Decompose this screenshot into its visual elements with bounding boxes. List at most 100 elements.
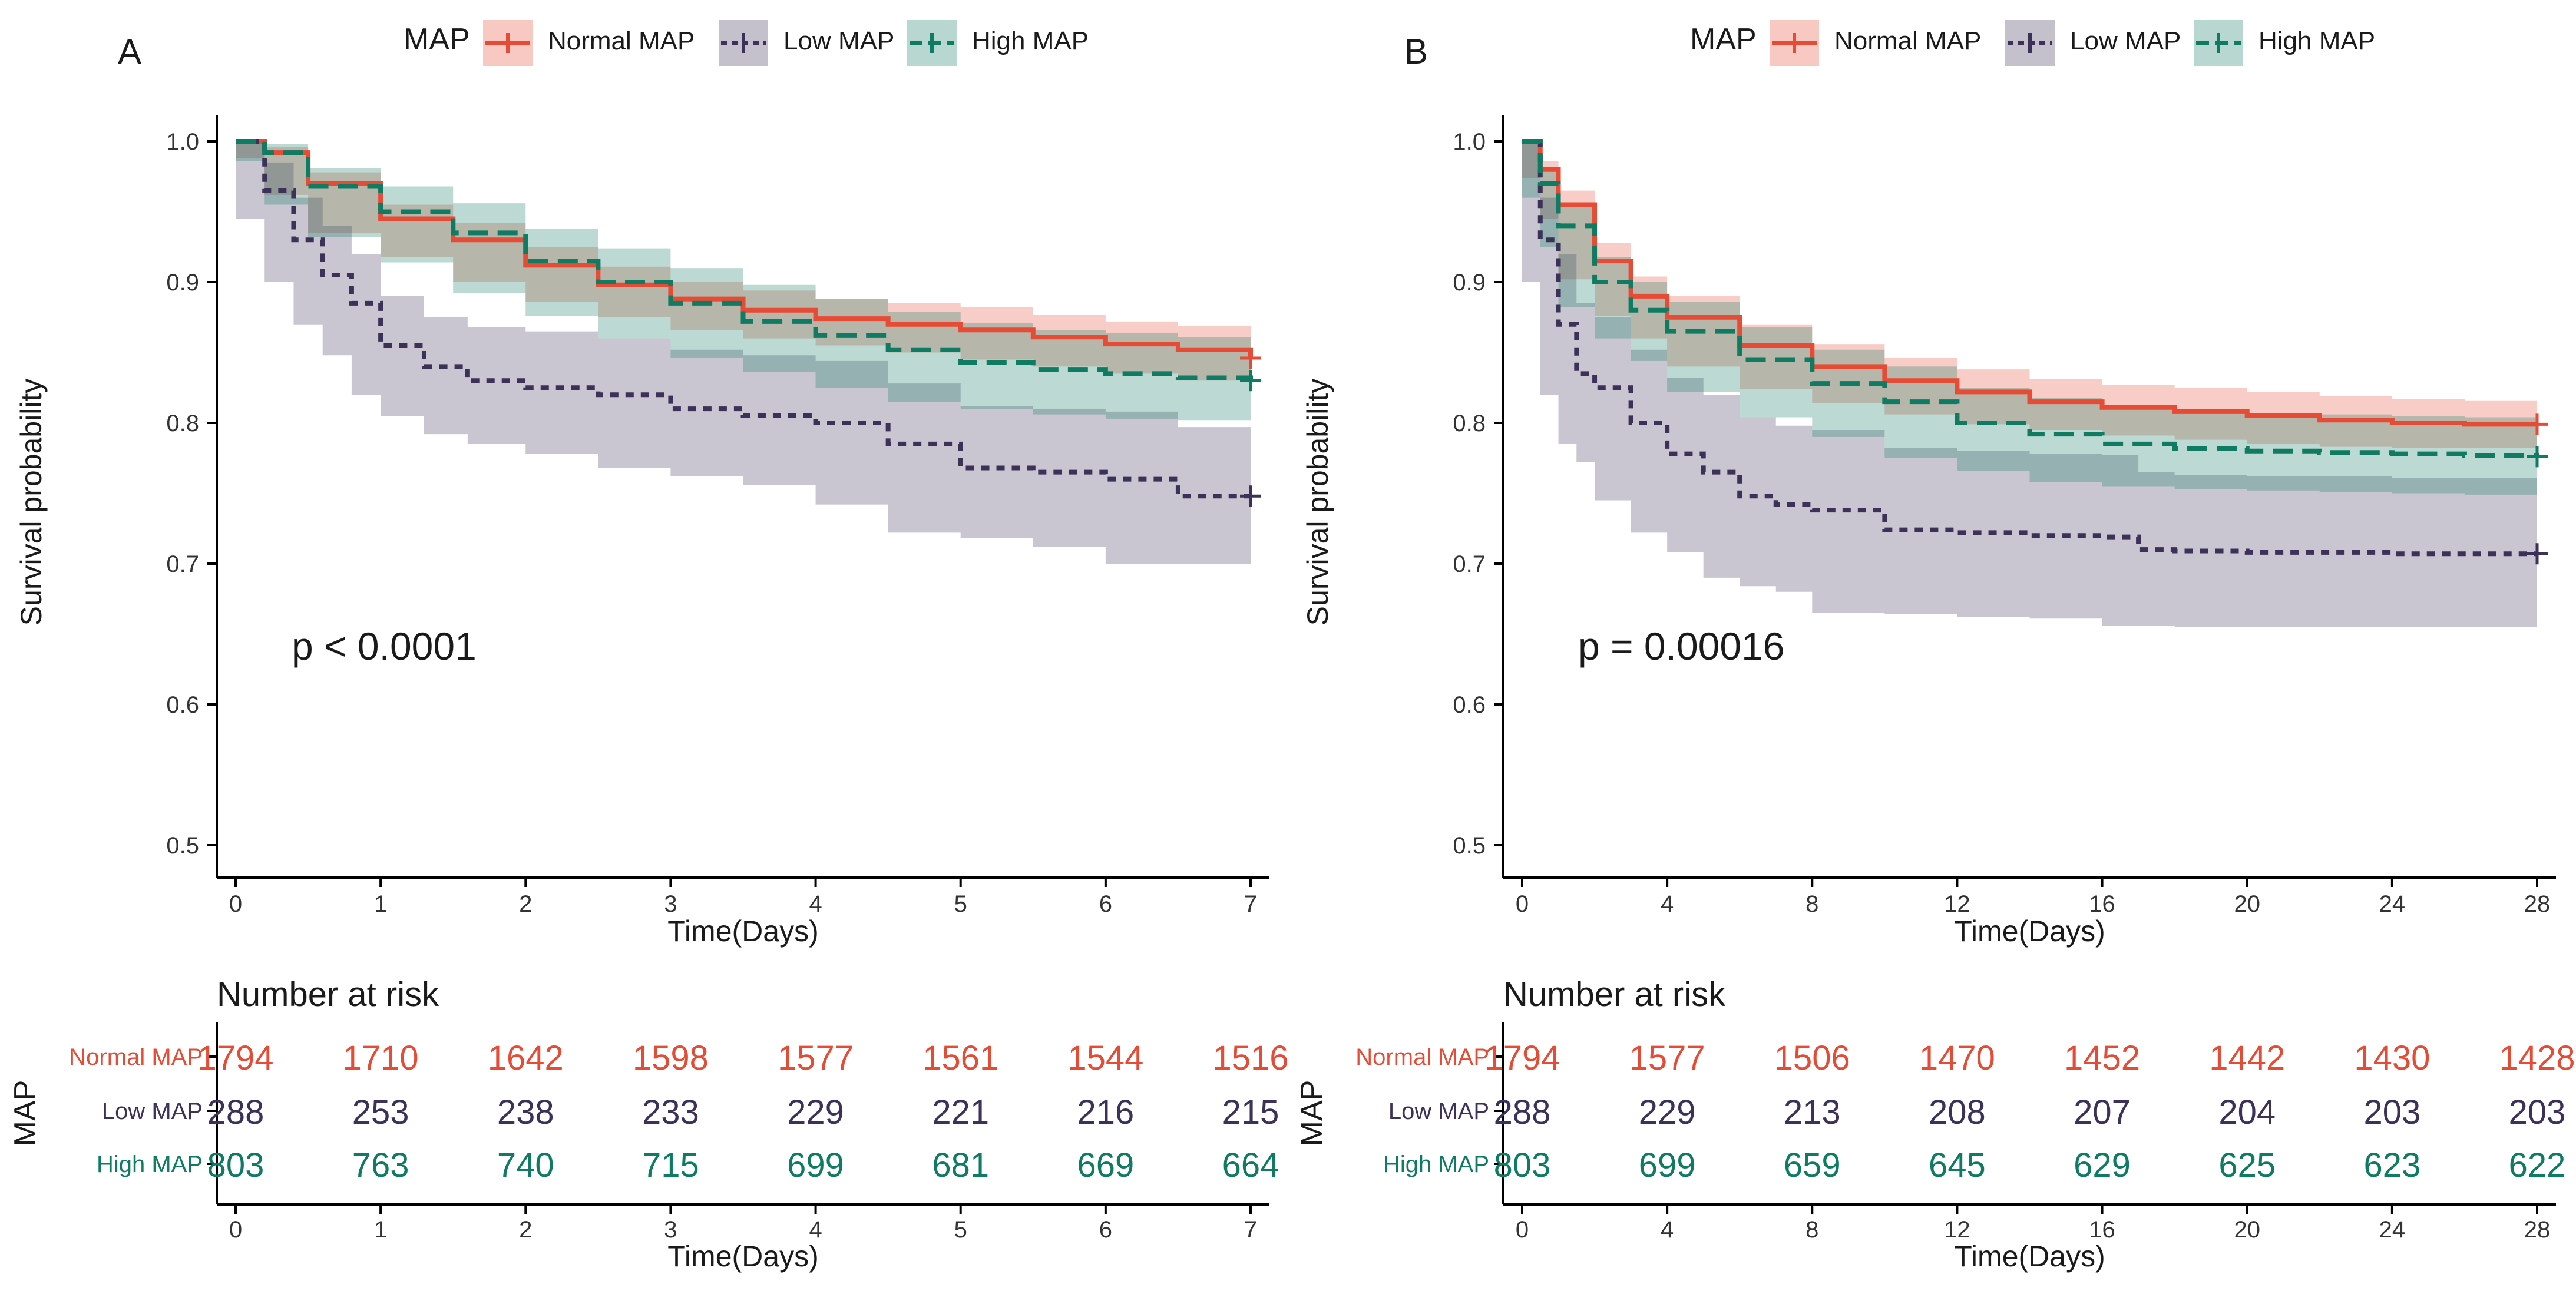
risk-count: 253 bbox=[352, 1093, 409, 1131]
risk-count: 229 bbox=[787, 1093, 844, 1131]
legend-item-low-map: Low MAP bbox=[719, 20, 894, 66]
y-axis-label: Survival probability bbox=[1301, 379, 1334, 626]
risk-x-tick-label: 1 bbox=[374, 1217, 387, 1243]
risk-table-title: Number at risk bbox=[217, 975, 439, 1014]
x-tick-label: 7 bbox=[1244, 891, 1257, 917]
risk-x-axis-label: Time(Days) bbox=[1954, 1240, 2105, 1273]
ci-band-normal-map bbox=[1522, 141, 2537, 449]
risk-count: 669 bbox=[1077, 1146, 1134, 1184]
confidence-bands bbox=[236, 141, 1251, 564]
y-axis-label: Survival probability bbox=[15, 379, 48, 626]
risk-count: 1428 bbox=[2499, 1039, 2575, 1077]
risk-count: 208 bbox=[1929, 1093, 1986, 1131]
y-tick-label: 0.9 bbox=[1453, 270, 1486, 296]
risk-count: 203 bbox=[2509, 1093, 2566, 1131]
risk-count: 1430 bbox=[2354, 1039, 2430, 1077]
risk-row-low-map: Low MAP 288 253 238 233 229 221 216 215 bbox=[102, 1093, 1279, 1131]
risk-count: 740 bbox=[497, 1146, 554, 1184]
y-tick-label: 0.5 bbox=[166, 833, 199, 859]
y-tick-label: 0.7 bbox=[1453, 551, 1486, 577]
risk-count: 803 bbox=[1494, 1146, 1551, 1184]
y-tick-label: 0.5 bbox=[1453, 833, 1486, 859]
legend-title: MAP bbox=[404, 22, 470, 57]
panel-label: A bbox=[118, 32, 141, 71]
y-tick-label: 0.6 bbox=[166, 692, 199, 718]
risk-row-high-map: High MAP 803 699 659 645 629 625 623 622 bbox=[1383, 1146, 2565, 1184]
risk-row-label: Normal MAP bbox=[1355, 1044, 1489, 1070]
risk-row-low-map: Low MAP 288 229 213 208 207 204 203 203 bbox=[1388, 1093, 2566, 1131]
legend-item-high-map: High MAP bbox=[907, 20, 1089, 66]
risk-count: 213 bbox=[1784, 1093, 1841, 1131]
risk-row-label: High MAP bbox=[97, 1151, 203, 1177]
risk-count: 715 bbox=[642, 1146, 699, 1184]
risk-x-tick-label: 24 bbox=[2379, 1217, 2406, 1243]
risk-count: 221 bbox=[932, 1093, 989, 1131]
risk-table-title: Number at risk bbox=[1503, 975, 1726, 1014]
legend: MAP Normal MAP Low MAP High MAP bbox=[1690, 20, 2375, 66]
risk-count: 625 bbox=[2218, 1146, 2276, 1184]
survival-curve-high-map bbox=[1522, 139, 2539, 458]
risk-count: 1577 bbox=[778, 1039, 854, 1077]
risk-count: 1598 bbox=[633, 1039, 709, 1077]
risk-count: 215 bbox=[1222, 1093, 1279, 1131]
risk-y-axis-label: MAP bbox=[8, 1080, 42, 1147]
panel-a: A MAP Normal MAP Low MAP High MAP 0.5 0.6 0.7 0.… bbox=[8, 20, 1289, 1273]
legend: MAP Normal MAP Low MAP High MAP bbox=[404, 20, 1089, 66]
p-value: p = 0.00016 bbox=[1578, 624, 1785, 668]
censor-mark-low-map bbox=[2527, 543, 2548, 565]
risk-x-tick-label: 4 bbox=[1661, 1217, 1674, 1243]
risk-x-axis-label: Time(Days) bbox=[667, 1240, 818, 1273]
risk-count: 229 bbox=[1639, 1093, 1696, 1131]
legend-title: MAP bbox=[1690, 22, 1757, 57]
risk-x-tick-label: 6 bbox=[1099, 1217, 1112, 1243]
x-tick-label: 12 bbox=[1944, 891, 1970, 917]
survival-curve-high-map bbox=[236, 139, 1253, 381]
y-tick-label: 0.9 bbox=[166, 270, 199, 296]
panel-label: B bbox=[1404, 32, 1428, 71]
risk-count: 659 bbox=[1784, 1146, 1841, 1184]
risk-x-tick-label: 7 bbox=[1244, 1217, 1257, 1243]
risk-x-tick-label: 5 bbox=[954, 1217, 967, 1243]
censor-mark-high-map bbox=[1240, 370, 1261, 392]
risk-count: 629 bbox=[2074, 1146, 2131, 1184]
x-tick-label: 5 bbox=[954, 891, 967, 917]
risk-count: 238 bbox=[497, 1093, 554, 1131]
risk-count: 645 bbox=[1929, 1146, 1986, 1184]
risk-count: 207 bbox=[2074, 1093, 2131, 1131]
x-tick-label: 6 bbox=[1099, 891, 1112, 917]
risk-row-label: Low MAP bbox=[1388, 1098, 1489, 1124]
survival-curve-normal-map bbox=[236, 139, 1253, 359]
risk-x-tick-label: 28 bbox=[2524, 1217, 2551, 1243]
risk-x-tick-label: 4 bbox=[809, 1217, 822, 1243]
risk-count: 1794 bbox=[1484, 1039, 1560, 1077]
risk-x-tick-label: 0 bbox=[229, 1217, 242, 1243]
ci-band-high-map bbox=[1522, 141, 2537, 495]
x-tick-label: 0 bbox=[1516, 891, 1529, 917]
risk-y-axis-label: MAP bbox=[1295, 1080, 1329, 1147]
legend-label: Normal MAP bbox=[548, 27, 695, 55]
risk-row-label: Normal MAP bbox=[69, 1044, 203, 1070]
risk-count: 1544 bbox=[1067, 1039, 1143, 1077]
risk-count: 664 bbox=[1222, 1146, 1279, 1184]
panel-b: B MAP Normal MAP Low MAP High MAP0.50.60.70.… bbox=[1295, 20, 2575, 1273]
legend-label: High MAP bbox=[2258, 27, 2375, 55]
y-tick-label: 0.7 bbox=[166, 551, 199, 577]
x-tick-label: 0 bbox=[229, 891, 242, 917]
risk-count: 216 bbox=[1077, 1093, 1134, 1131]
y-tick-label: 1.0 bbox=[166, 129, 199, 155]
legend-label: Low MAP bbox=[2070, 27, 2181, 55]
x-axis-label: Time(Days) bbox=[1954, 915, 2105, 948]
risk-count: 288 bbox=[207, 1093, 264, 1131]
legend-item-high-map: High MAP bbox=[2194, 20, 2375, 66]
survival-curve-low-map bbox=[236, 139, 1251, 499]
legend-item-normal-map: Normal MAP bbox=[1770, 20, 1981, 66]
risk-count: 699 bbox=[1639, 1146, 1696, 1184]
x-tick-label: 3 bbox=[664, 891, 677, 917]
risk-count: 1452 bbox=[2064, 1039, 2140, 1077]
x-tick-label: 16 bbox=[2089, 891, 2115, 917]
